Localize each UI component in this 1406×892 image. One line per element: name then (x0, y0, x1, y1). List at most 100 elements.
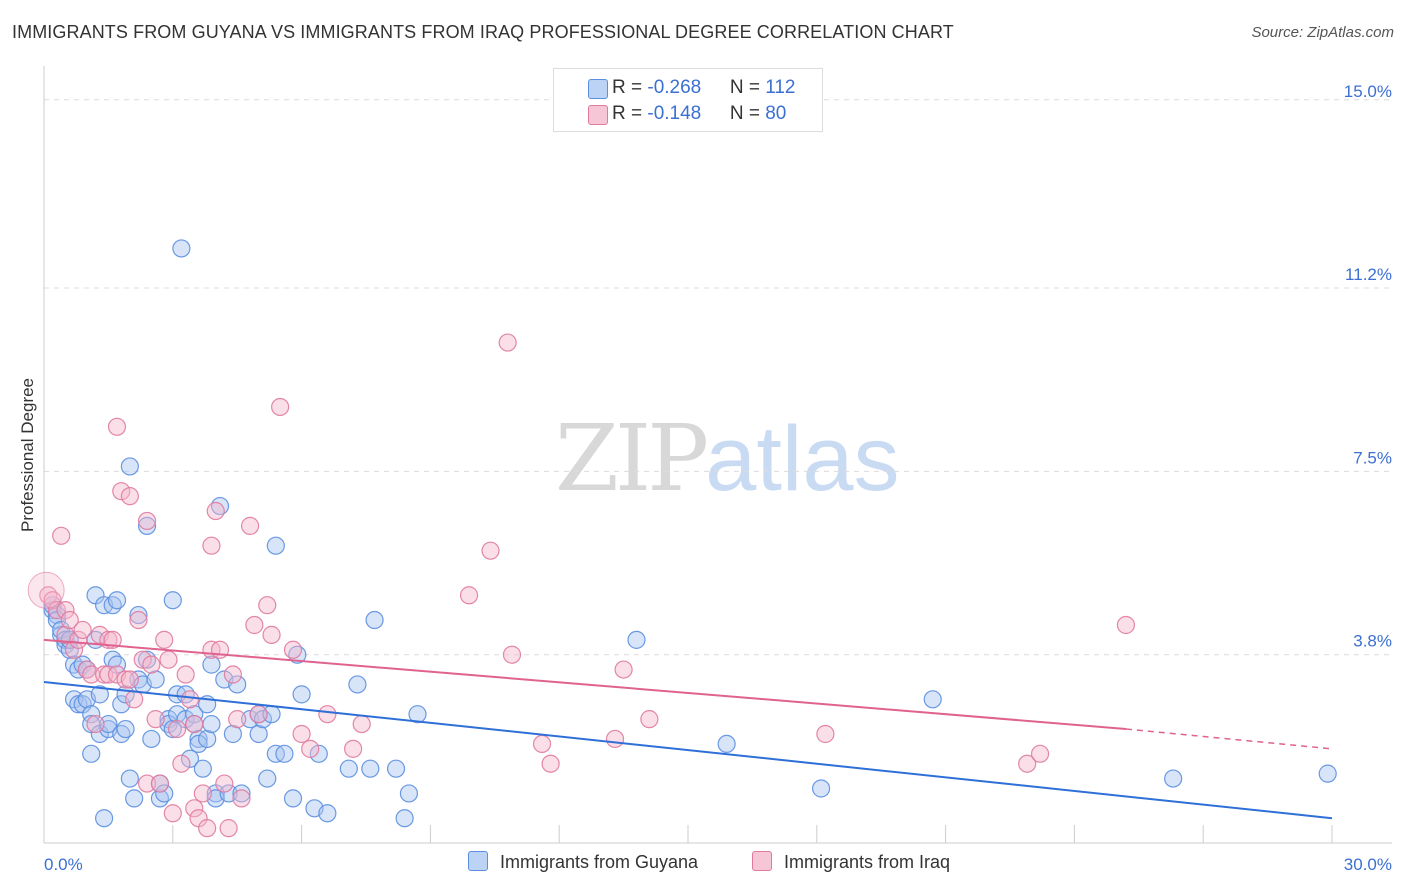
legend-label-iraq: Immigrants from Iraq (784, 852, 951, 872)
watermark-zip: ZIP (555, 405, 709, 512)
iraq-point (1030, 744, 1050, 763)
iraq-trend-line (43, 638, 1127, 731)
legend-item-iraq: Immigrants from Iraq (752, 851, 950, 873)
x-tick-label: 30.0% (1344, 855, 1392, 874)
iraq-point (1116, 615, 1136, 635)
guyana-point (82, 705, 101, 724)
iraq-point (344, 739, 363, 758)
iraq-point (245, 615, 264, 635)
guyana-point (198, 729, 217, 749)
guyana-point (185, 705, 204, 724)
legend-r-value: -0.148 (647, 103, 702, 124)
iraq-point (137, 511, 157, 531)
iraq-point (129, 610, 148, 630)
guyana-point (193, 759, 212, 778)
legend-swatch-guyana (468, 851, 488, 871)
guyana-point (69, 695, 88, 714)
guyana-point (202, 714, 221, 734)
iraq-point (206, 501, 225, 521)
legend-r-label: R = (612, 77, 648, 98)
legend-label-guyana: Immigrants from Guyana (500, 852, 699, 872)
iraq-point (73, 620, 92, 640)
guyana-trend-line (43, 680, 1333, 820)
iraq-point (502, 645, 522, 664)
guyana-point (395, 809, 414, 828)
guyana-point (258, 769, 277, 788)
guyana-point (180, 749, 200, 768)
guyana-point (283, 789, 303, 808)
iraq-point (159, 650, 178, 669)
iraq-point (1018, 754, 1037, 773)
iraq-point (176, 665, 195, 684)
legend-n-label: N = (729, 77, 766, 98)
y-tick-label: 7.5% (1353, 448, 1392, 467)
iraq-point (133, 650, 152, 669)
stats-legend: R = -0.268 N = 112 R = -0.148 N = 80 (553, 68, 823, 132)
guyana-point (228, 675, 247, 694)
iraq-point (167, 719, 187, 739)
guyana-point (386, 759, 406, 778)
iraq-point (301, 739, 320, 758)
chart-title: IMMIGRANTS FROM GUYANA VS IMMIGRANTS FRO… (12, 22, 954, 42)
legend-swatch-iraq (752, 851, 772, 871)
guyana-point (189, 734, 208, 754)
guyana-point (137, 516, 157, 535)
source-credit: Source: ZipAtlas.com (1251, 24, 1394, 41)
iraq-point (816, 724, 835, 744)
iraq-point (185, 714, 204, 734)
iraq-point (249, 705, 268, 724)
iraq-point (86, 714, 105, 734)
guyana-point (95, 809, 114, 828)
iraq-point (120, 487, 139, 506)
guyana-point (361, 759, 380, 778)
guyana-point (125, 789, 144, 808)
x-tick-label: 0.0% (44, 855, 83, 874)
guyana-point (249, 724, 268, 744)
iraq-point (116, 670, 135, 689)
iraq-point (120, 670, 139, 689)
legend-r-label: R = (612, 103, 648, 124)
guyana-point (348, 675, 367, 694)
guyana-point (163, 719, 182, 739)
iraq-point (107, 417, 127, 436)
legend-swatch-iraq (588, 105, 608, 125)
guyana-point (365, 610, 384, 630)
iraq-point (163, 804, 182, 823)
legend-n-label: N = (729, 103, 766, 124)
iraq-point (60, 610, 79, 630)
guyana-point (107, 591, 127, 610)
iraq-point (228, 710, 247, 729)
iraq-point (283, 640, 303, 659)
guyana-point (811, 779, 831, 798)
legend-n-value: 80 (765, 103, 787, 124)
iraq-point (541, 754, 560, 773)
iraq-point (271, 397, 290, 417)
iraq-point (180, 690, 200, 709)
iraq-point (640, 710, 659, 729)
guyana-point (923, 690, 942, 709)
legend-item-guyana: Immigrants from Guyana (468, 851, 698, 873)
guyana-point (339, 759, 358, 778)
legend-n-value: 112 (765, 77, 796, 98)
iraq-point (318, 705, 337, 724)
watermark: ZIPatlas (555, 405, 900, 512)
iraq-point (52, 526, 71, 545)
iraq-point (202, 536, 221, 555)
iraq-point (292, 724, 311, 744)
iraq-point (103, 630, 122, 649)
guyana-point (82, 744, 101, 763)
iraq-point (352, 714, 371, 734)
guyana-point (240, 710, 260, 729)
iraq-trend-extension (1125, 728, 1333, 750)
iraq-point (27, 571, 65, 609)
guyana-point (120, 457, 139, 476)
iraq-point (219, 819, 238, 838)
iraq-point (185, 799, 204, 818)
guyana-point (116, 719, 135, 739)
iraq-point (193, 784, 212, 803)
iraq-point (223, 665, 243, 684)
guyana-point (627, 630, 646, 649)
iraq-point (146, 710, 165, 729)
guyana-point (399, 784, 419, 803)
